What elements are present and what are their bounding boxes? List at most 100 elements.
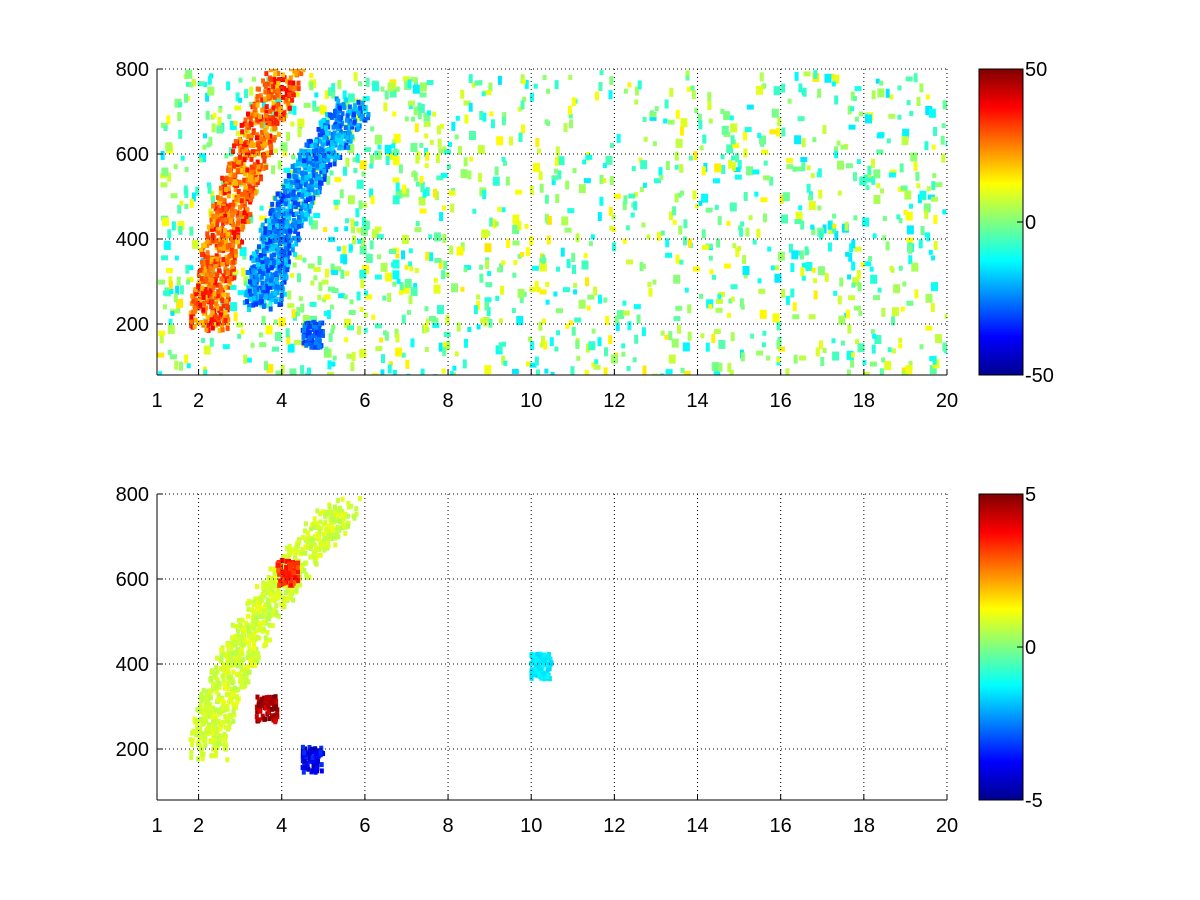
heatmap-cell bbox=[879, 368, 884, 375]
heatmap-cell bbox=[249, 132, 254, 138]
heatmap-cell bbox=[817, 266, 825, 276]
heatmap-cell bbox=[328, 236, 336, 242]
heatmap-cell bbox=[682, 236, 687, 246]
heatmap-cell bbox=[255, 705, 260, 711]
heatmap-cell bbox=[845, 251, 850, 257]
heatmap-cell bbox=[225, 257, 230, 263]
heatmap-cell bbox=[871, 175, 876, 185]
heatmap-cell bbox=[387, 292, 392, 302]
heatmap-cell bbox=[271, 246, 276, 252]
heatmap-cell bbox=[263, 361, 268, 371]
heatmap-cell bbox=[309, 73, 314, 79]
heatmap-cell bbox=[198, 744, 203, 750]
heatmap-cell bbox=[905, 211, 913, 221]
heatmap-cell bbox=[356, 110, 361, 116]
heatmap-cell bbox=[365, 253, 373, 263]
heatmap-cell bbox=[307, 192, 312, 198]
heatmap-cell bbox=[538, 321, 543, 331]
heatmap-cell bbox=[264, 263, 269, 269]
heatmap-cell bbox=[439, 212, 444, 222]
heatmap-cell bbox=[254, 714, 259, 720]
heatmap-cell bbox=[196, 305, 201, 311]
heatmap-cell bbox=[203, 294, 208, 300]
heatmap-cell bbox=[643, 136, 648, 142]
heatmap-cell bbox=[899, 163, 904, 173]
heatmap-cell bbox=[797, 116, 805, 122]
heatmap-cell bbox=[371, 229, 379, 239]
heatmap-cell bbox=[420, 368, 425, 375]
heatmap-cell bbox=[231, 149, 236, 155]
heatmap-cell bbox=[869, 361, 877, 367]
heatmap-cell bbox=[307, 367, 312, 375]
heatmap-cell bbox=[208, 240, 213, 246]
heatmap-cell bbox=[334, 226, 339, 232]
heatmap-cell bbox=[302, 257, 307, 263]
heatmap-cell bbox=[323, 226, 328, 232]
heatmap-cell bbox=[198, 726, 203, 732]
heatmap-cell bbox=[568, 320, 573, 326]
heatmap-cell bbox=[746, 104, 754, 110]
heatmap-cell bbox=[286, 259, 291, 265]
heatmap-cell bbox=[253, 662, 258, 668]
heatmap-cell bbox=[408, 295, 413, 305]
heatmap-cell bbox=[226, 668, 231, 674]
heatmap-cell bbox=[257, 290, 262, 296]
heatmap-cell bbox=[271, 115, 276, 121]
heatmap-cell bbox=[291, 235, 296, 241]
heatmap-cell bbox=[665, 160, 670, 170]
heatmap-cell bbox=[307, 323, 312, 329]
heatmap-cell bbox=[244, 276, 249, 282]
heatmap-cell bbox=[209, 299, 214, 305]
heatmap-cell bbox=[213, 738, 218, 744]
heatmap-cell bbox=[701, 193, 709, 203]
heatmap-cell bbox=[734, 174, 742, 180]
heatmap-cell bbox=[279, 292, 284, 298]
heatmap-cell bbox=[315, 330, 320, 336]
heatmap-cell bbox=[529, 185, 534, 195]
heatmap-cell bbox=[279, 601, 284, 607]
heatmap-cell bbox=[289, 169, 294, 175]
heatmap-cell bbox=[225, 243, 230, 249]
heatmap-cell bbox=[535, 137, 540, 147]
heatmap-cell bbox=[873, 194, 881, 204]
heatmap-cell bbox=[199, 691, 204, 697]
heatmap-cell bbox=[531, 671, 536, 677]
heatmap-cell bbox=[851, 239, 856, 249]
heatmap-cell bbox=[294, 71, 299, 77]
heatmap-cell bbox=[933, 240, 938, 250]
heatmap-cell bbox=[730, 284, 738, 290]
heatmap-cell bbox=[206, 224, 211, 230]
heatmap-cell bbox=[240, 203, 245, 209]
heatmap-cell bbox=[284, 234, 289, 240]
heatmap-cell bbox=[205, 725, 210, 731]
heatmap-cell bbox=[257, 601, 262, 607]
heatmap-cell bbox=[571, 253, 576, 263]
heatmap-cell bbox=[263, 604, 268, 610]
heatmap-cell bbox=[392, 177, 400, 183]
heatmap-cell bbox=[405, 359, 410, 369]
heatmap-cell bbox=[351, 352, 356, 362]
heatmap-cell bbox=[617, 310, 625, 320]
heatmap-cell bbox=[243, 117, 248, 123]
heatmap-cell bbox=[271, 575, 276, 581]
heatmap-cell bbox=[529, 286, 537, 292]
heatmap-cell bbox=[293, 229, 298, 235]
heatmap-cell bbox=[347, 104, 352, 110]
heatmap-cell bbox=[351, 112, 356, 118]
heatmap-cell bbox=[425, 151, 430, 161]
heatmap-cell bbox=[255, 117, 260, 123]
heatmap-cell bbox=[517, 106, 522, 112]
heatmap-cell bbox=[756, 85, 764, 95]
heatmap-cell bbox=[268, 69, 273, 73]
heatmap-cell bbox=[343, 511, 348, 517]
heatmap-cell bbox=[236, 179, 241, 185]
heatmap-cell bbox=[302, 151, 307, 157]
heatmap-cell bbox=[557, 170, 562, 180]
heatmap-cell bbox=[218, 107, 223, 113]
heatmap-cell bbox=[371, 373, 379, 375]
heatmap-cell bbox=[233, 249, 238, 255]
heatmap-cell bbox=[716, 238, 721, 248]
heatmap-cell bbox=[714, 204, 719, 210]
heatmap-cell bbox=[346, 110, 351, 116]
heatmap-cell bbox=[680, 118, 688, 128]
